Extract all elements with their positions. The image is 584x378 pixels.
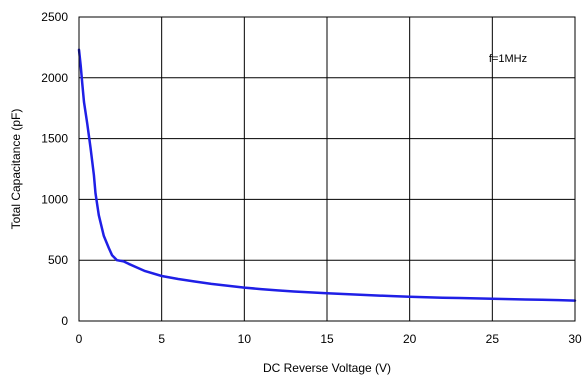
y-tick-label: 1000	[41, 192, 68, 206]
y-tick-label: 2000	[41, 71, 68, 85]
x-tick-label: 25	[486, 332, 500, 346]
y-axis-title: Total Capacitance (pF)	[9, 109, 23, 230]
x-tick-label: 10	[238, 332, 252, 346]
y-tick-label: 0	[61, 314, 68, 328]
x-axis-title: DC Reverse Voltage (V)	[263, 361, 391, 375]
frequency-annotation: f=1MHz	[489, 53, 527, 65]
series-layer	[77, 48, 577, 302]
y-axis-ticks: 0 500 1000 1500 2000 2500	[41, 10, 68, 328]
x-tick-label: 30	[568, 332, 582, 346]
y-tick-label: 1500	[41, 132, 68, 146]
x-tick-label: 20	[403, 332, 417, 346]
x-tick-label: 15	[320, 332, 334, 346]
x-tick-label: 0	[76, 332, 83, 346]
x-axis-ticks: 0 5 10 15 20 25 30	[76, 332, 582, 346]
capacitance-series-line	[77, 48, 577, 302]
x-tick-label: 5	[158, 332, 165, 346]
plot-frame	[78, 16, 576, 322]
y-tick-label: 500	[48, 253, 68, 267]
y-tick-label: 2500	[41, 10, 68, 24]
